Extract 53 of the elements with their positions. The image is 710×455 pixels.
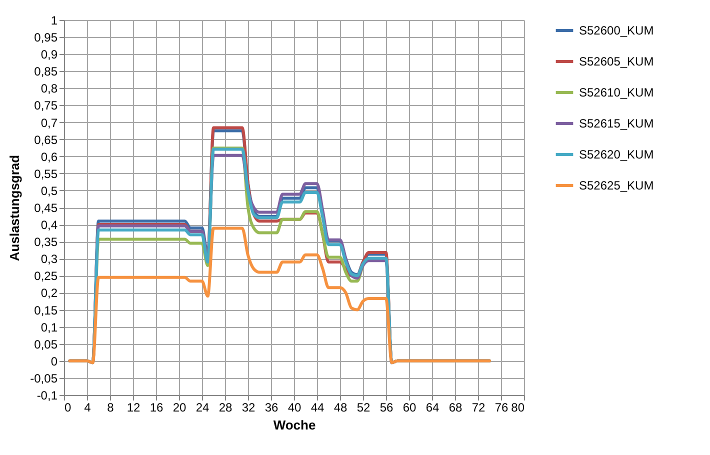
x-tick-label: 48 xyxy=(334,400,348,414)
y-tick-label: 0,5 xyxy=(40,184,58,198)
y-tick-label: 0,3 xyxy=(40,252,58,266)
y-tick-label: 0,45 xyxy=(34,201,58,215)
x-tick-label: 4 xyxy=(84,400,92,414)
x-tick-label: 76 xyxy=(494,400,508,414)
x-tick-label: 32 xyxy=(242,400,256,414)
y-tick-label: 0,85 xyxy=(34,64,58,79)
x-tick-label: 44 xyxy=(310,400,324,414)
y-tick-label: 0,65 xyxy=(34,132,58,147)
x-tick-label: 56 xyxy=(380,400,394,414)
y-tick-label: 0,55 xyxy=(34,166,58,181)
y-tick-label: 1 xyxy=(50,14,58,28)
x-tick-label: 36 xyxy=(264,400,278,414)
x-tick-label: 0 xyxy=(64,400,72,414)
y-tick-label: 0,1 xyxy=(40,320,58,334)
legend-label: S52615_KUM xyxy=(579,116,654,130)
x-tick-label: 52 xyxy=(356,400,370,414)
x-tick-label: 12 xyxy=(126,400,140,414)
x-tick-label: 40 xyxy=(288,400,302,414)
legend-label: S52620_KUM xyxy=(579,148,654,162)
y-tick-label: 0,75 xyxy=(34,98,58,113)
x-tick-label: 16 xyxy=(150,400,164,414)
y-tick-label: 0,9 xyxy=(40,48,58,62)
x-tick-label: 60 xyxy=(402,400,416,414)
x-tick-label: 72 xyxy=(472,400,486,414)
x-tick-label: 24 xyxy=(196,400,210,414)
y-tick-label: 0 xyxy=(50,354,58,368)
x-tick-label: 8 xyxy=(107,400,114,414)
y-tick-label: 0,25 xyxy=(34,269,58,284)
x-tick-label: 80 xyxy=(511,400,525,414)
y-axis-title: Auslastungsgrad xyxy=(7,154,22,262)
y-tick-label: 0,35 xyxy=(34,235,58,250)
y-tick-label: 0,05 xyxy=(34,337,58,352)
legend-label: S52600_KUM xyxy=(579,24,654,38)
legend-label: S52605_KUM xyxy=(579,54,654,68)
y-tick-label: 0,6 xyxy=(40,150,58,164)
legend-label: S52625_KUM xyxy=(579,178,654,192)
y-tick-label: -0,1 xyxy=(36,388,58,402)
y-tick-label: 0,7 xyxy=(40,116,58,130)
y-tick-label: 0,95 xyxy=(34,30,58,45)
legend-label: S52610_KUM xyxy=(579,86,654,100)
x-tick-label: 28 xyxy=(218,400,232,414)
y-tick-label: 0,2 xyxy=(40,286,58,300)
x-tick-label: 64 xyxy=(426,400,440,414)
x-axis-title: Woche xyxy=(273,418,316,432)
x-tick-label: 68 xyxy=(448,400,462,414)
line-series xyxy=(68,226,491,364)
y-tick-label: 0,8 xyxy=(40,82,58,96)
y-tick-label: 0,15 xyxy=(34,303,58,318)
y-tick-label: -0,05 xyxy=(30,371,58,386)
y-tick-label: 0,4 xyxy=(40,218,58,232)
x-tick-label: 20 xyxy=(172,400,186,414)
